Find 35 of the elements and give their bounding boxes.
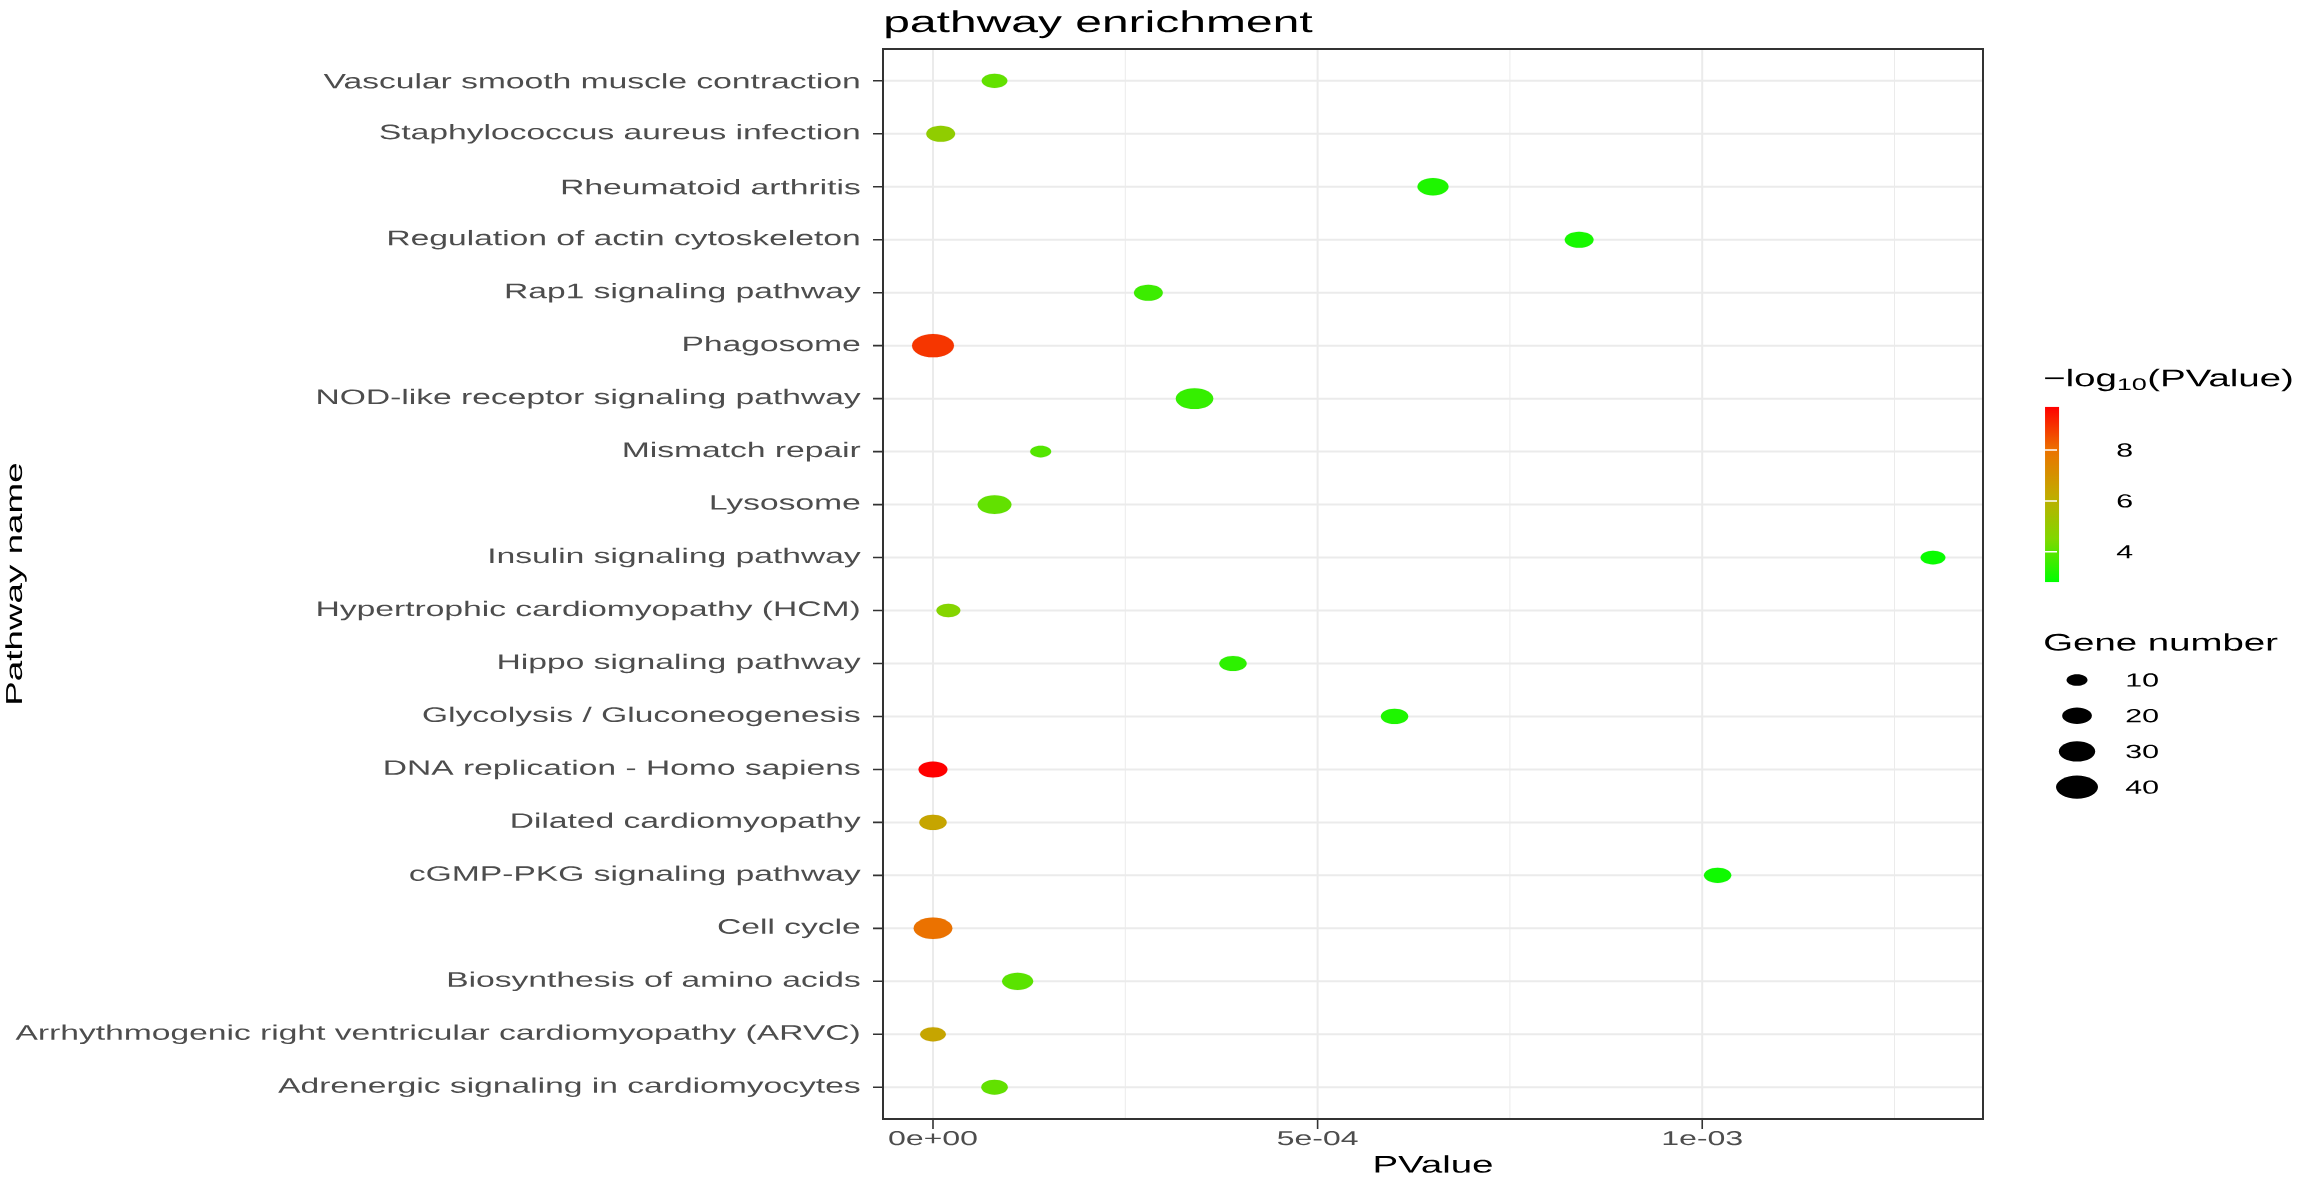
y-tick-label: Hypertrophic cardiomyopathy (HCM)	[318, 600, 859, 621]
legend-label: 20	[2126, 708, 2158, 723]
y-tick-label: Regulation of actin cytoskeleton	[389, 229, 859, 250]
y-tick-label: Vascular smooth muscle contraction	[323, 73, 859, 89]
y-tick-label: Lysosome	[711, 495, 860, 514]
legend-label: 30	[2126, 744, 2158, 759]
y-tick-label: Glycolysis / Gluconeogenesis	[423, 706, 860, 727]
y-tick-label: Cell cycle	[718, 918, 860, 939]
x-axis-title: PValue	[1375, 1155, 1492, 1173]
y-tick-label: Mismatch repair	[624, 441, 861, 462]
legend-title: Gene number	[2045, 633, 2278, 651]
y-tick-label: Hippo signaling pathway	[499, 653, 861, 674]
color-bar-label: 4	[2116, 545, 2133, 559]
y-tick-label: Biosynthesis of amino acids	[448, 971, 860, 992]
y-tick-label: Adrenergic signaling in cardiomyocytes	[278, 1077, 860, 1098]
y-tick-label: cGMP-PKG signaling pathway	[410, 865, 861, 886]
legend-label: 10	[2127, 673, 2158, 687]
y-tick-label: Insulin signaling pathway	[490, 547, 861, 568]
x-tick-label: 5e-04	[1277, 1131, 1358, 1146]
y-tick-label: Staphylococcus aureus infection	[380, 124, 859, 144]
y-tick-label: Rap1 signaling pathway	[506, 282, 861, 303]
x-tick-label: 0e+00	[889, 1131, 977, 1146]
color-bar-title: −log$_{10}$(PValue)	[2045, 368, 2292, 392]
y-tick-label: Phagosome	[684, 335, 860, 356]
y-axis-title: Pathway name	[5, 464, 27, 703]
legend-label: 40	[2125, 780, 2158, 794]
chart-title: pathway enrichment	[886, 10, 1313, 39]
y-tick-label: Rheumatoid arthritis	[562, 179, 860, 195]
x-tick-label: 1e-03	[1663, 1131, 1742, 1146]
y-tick-label: Dilated cardiomyopathy	[512, 812, 861, 833]
y-tick-label: NOD-like receptor signaling pathway	[318, 388, 861, 409]
y-tick-label: DNA replication - Homo sapiens	[385, 759, 860, 780]
color-bar-label: 6	[2117, 494, 2132, 508]
y-tick-label: Arrhythmogenic right ventricular cardiomyopathy (ARVC)	[15, 1024, 859, 1045]
color-bar-label: 8	[2117, 443, 2132, 457]
